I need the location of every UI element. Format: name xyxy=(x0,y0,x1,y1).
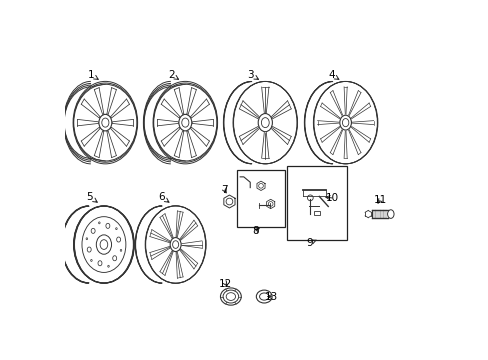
Text: 13: 13 xyxy=(264,292,278,302)
Text: 8: 8 xyxy=(252,226,259,236)
Text: 12: 12 xyxy=(219,279,232,289)
Text: 1: 1 xyxy=(87,70,98,80)
Text: 5: 5 xyxy=(86,192,97,202)
Text: 6: 6 xyxy=(158,192,169,202)
Text: 7: 7 xyxy=(221,185,227,195)
Bar xyxy=(236,170,285,226)
Text: 2: 2 xyxy=(168,70,178,80)
Text: 10: 10 xyxy=(325,193,338,203)
Text: 11: 11 xyxy=(373,195,386,206)
Bar xyxy=(286,166,346,240)
Text: 9: 9 xyxy=(306,238,316,248)
Text: 4: 4 xyxy=(327,70,338,80)
Bar xyxy=(313,211,319,215)
Text: 3: 3 xyxy=(247,70,258,80)
